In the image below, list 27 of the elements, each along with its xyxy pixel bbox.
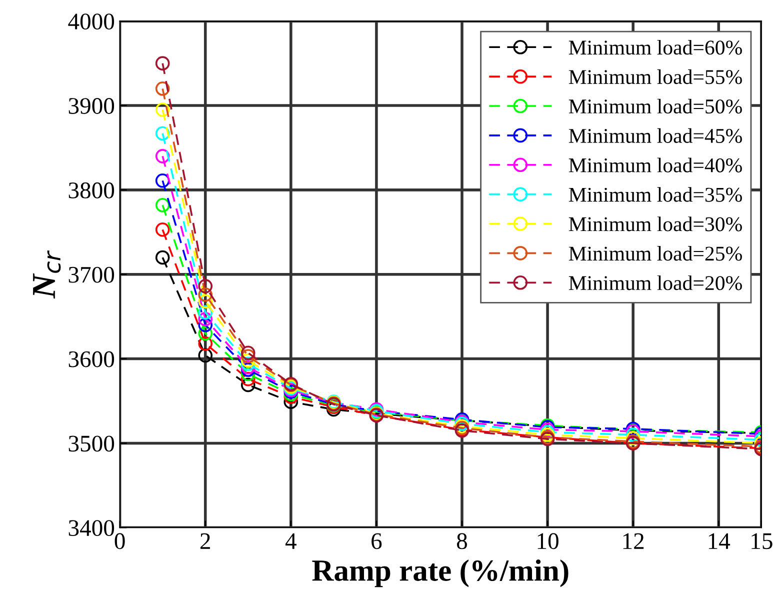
x-tick-label: 8	[456, 533, 467, 550]
legend-label: Minimum load=35%	[568, 187, 742, 202]
y-tick-label: 4000	[68, 14, 114, 30]
legend-label: Minimum load=45%	[568, 128, 742, 144]
y-tick-label: 3600	[68, 351, 114, 368]
x-tick-label: 14	[708, 533, 730, 549]
legend-label: Minimum load=20%	[568, 275, 742, 290]
legend-label: Minimum load=55%	[568, 69, 742, 84]
y-tick-label: 3400	[68, 520, 114, 536]
x-tick-label: 0	[114, 533, 125, 550]
y-tick-label: 3700	[68, 266, 114, 283]
legend-label: Minimum load=25%	[568, 246, 742, 261]
x-axis-title: Ramp rate (%/min)	[312, 559, 568, 588]
legend-label: Minimum load=50%	[568, 98, 742, 114]
x-tick-label: 2	[200, 533, 210, 549]
x-tick-label: 4	[285, 533, 296, 549]
y-axis-title: N$_{cr}$	[33, 250, 61, 299]
y-tick-label: 3800	[68, 182, 114, 198]
y-tick-label: 3900	[68, 98, 114, 114]
legend-label: Minimum load=30%	[568, 216, 742, 232]
legend-label: Minimum load=40%	[568, 158, 742, 172]
x-tick-label: 6	[372, 533, 382, 550]
x-tick-label: 12	[623, 533, 644, 549]
x-tick-label: 15	[752, 533, 772, 550]
y-tick-label: 3500	[68, 436, 114, 452]
x-tick-label: 10	[538, 533, 558, 550]
legend-label: Minimum load=60%	[568, 40, 742, 55]
